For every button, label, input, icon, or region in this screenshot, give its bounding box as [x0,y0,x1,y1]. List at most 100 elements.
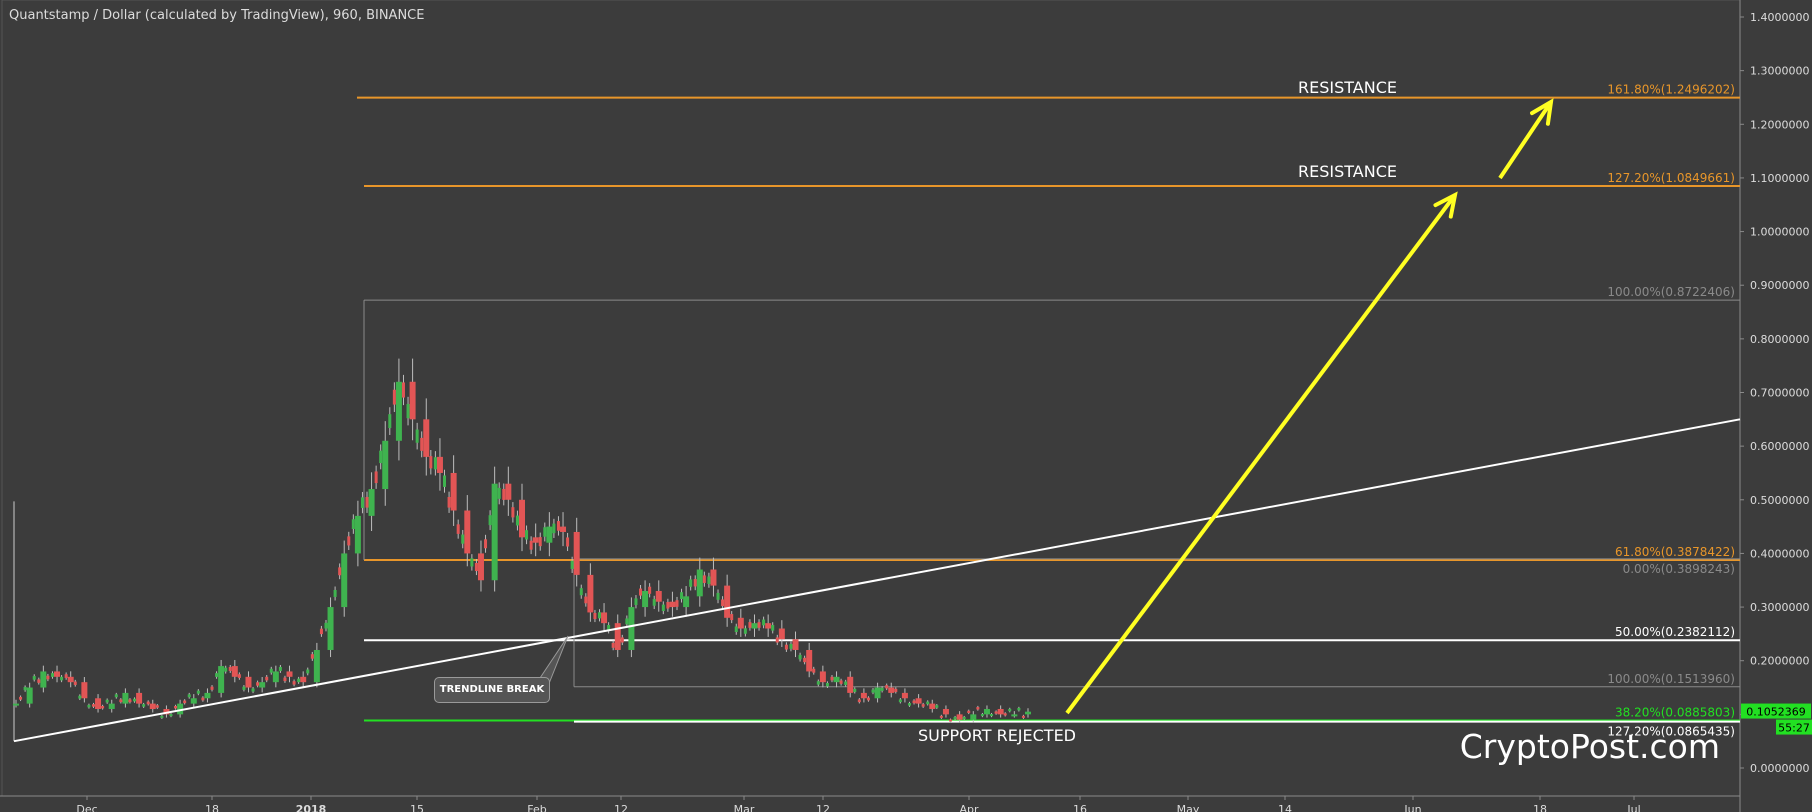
candle-body [570,560,574,569]
plot-frame [1,0,1741,797]
candle-body [196,690,200,694]
candle-body [163,708,170,715]
candle-body [792,639,799,650]
candle-body [306,669,310,674]
projection-arrow [1498,100,1553,180]
candle-body [319,628,323,635]
level-label: 161.80%(1.2496202) [1607,83,1735,97]
candle-body [721,599,725,607]
candle-body [839,680,843,684]
candle-body [765,623,772,629]
candle-body [183,700,187,704]
projection-arrowhead [1530,98,1554,126]
candle-body [368,489,375,516]
level-label: 61.80%(0.3878422) [1615,545,1735,559]
candle-body [661,604,665,611]
candle-body [73,681,77,685]
candle-body [953,716,957,719]
candle-body [477,553,484,581]
candle-body [60,676,64,681]
candle-body [634,598,638,606]
candle-body [310,654,314,659]
candle-body [921,704,925,707]
candle-body [382,440,389,490]
candle-body [231,666,238,677]
level-label: 0.00%(0.3898243) [1623,562,1735,576]
candle-body [573,531,580,575]
candle-body [26,687,33,704]
candle-body [470,558,474,567]
candle-body [929,703,936,709]
candle-body [980,714,984,717]
level-label: 50.00%(0.2382112) [1615,625,1735,639]
candle-body [675,600,679,607]
candle-body [286,671,293,677]
y-tick-label: 0.3000000 [1750,601,1810,614]
y-tick-label: 1.1000000 [1750,172,1810,185]
candle-body [505,483,512,500]
candle-body [32,676,36,680]
candle-body [114,694,118,698]
candle-body [415,429,419,443]
x-tick-label: Jun [1403,803,1421,812]
candle-body [737,617,744,629]
y-tick-label: 0.6000000 [1750,440,1810,453]
candle-body [374,471,378,484]
candle-body [696,569,703,597]
candle-body [292,681,296,685]
y-tick-label: 0.9000000 [1750,279,1810,292]
support-rejected-label: SUPPORT REJECTED [918,726,1076,745]
candle-body [265,676,269,681]
candle-body [983,708,990,715]
candle-body [652,599,656,606]
candle-body [388,414,392,429]
candle-body [689,579,693,587]
candle-body [907,703,911,706]
candle-body [423,419,430,457]
candle-body [990,714,994,717]
candle-body [149,703,156,709]
y-tick-label: 1.2000000 [1750,118,1810,131]
candle-body [491,483,498,581]
candle-body [351,519,355,529]
candle-body [628,607,635,650]
y-tick-label: 0.4000000 [1750,547,1810,560]
candle-body [484,539,488,549]
candle-body [224,667,228,672]
candle-body [762,619,766,626]
trendline [13,418,1741,743]
candle-body [976,707,980,710]
candle-body [81,682,88,699]
candle-body [379,450,383,464]
candle-body [488,515,492,526]
candle-body [1008,708,1012,712]
candle-body [784,644,788,650]
candle-body [436,456,443,473]
candle-body [269,668,273,673]
candle-body [354,515,361,554]
candle-body [962,716,966,719]
candle-body [912,700,916,704]
candle-body [297,678,301,683]
candle-body [901,692,908,699]
candle-body [949,719,953,722]
candle-body [122,692,129,704]
candle-body [228,666,232,671]
candle-body [552,523,556,534]
chart-title: Quantstamp / Dollar (calculated by Tradi… [9,8,425,23]
candle-body [1017,707,1021,711]
candle-body [593,612,597,620]
y-tick-label: 0.5000000 [1750,494,1810,507]
candle-body [579,588,583,596]
candle-body [584,596,588,604]
candle-body [272,671,279,683]
candle-body [327,607,334,650]
candle-body [401,382,405,398]
candle-body [844,681,848,685]
candle-body [915,698,922,704]
x-tick-label: 18 [205,803,219,812]
resistance-lower-label: RESISTANCE [1298,162,1397,181]
candle-body [429,456,433,469]
candle-body [105,699,109,703]
candle-body [669,601,676,608]
